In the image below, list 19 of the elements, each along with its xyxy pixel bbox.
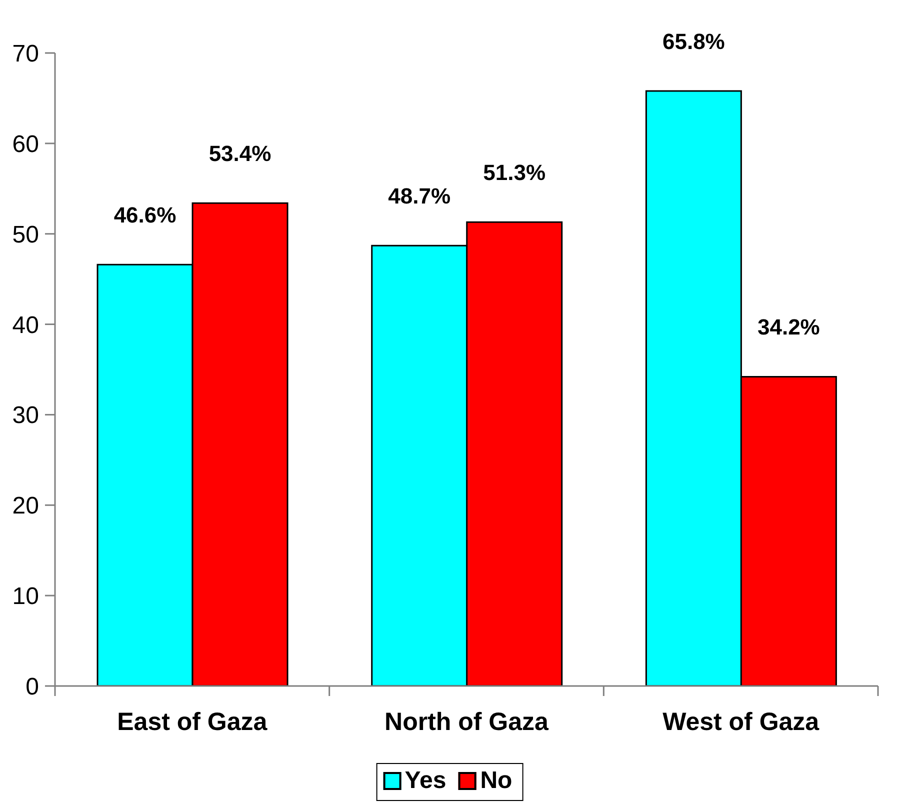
- y-tick-label: 30: [12, 402, 39, 430]
- x-tick-label: East of Gaza: [117, 708, 268, 736]
- data-label: 65.8%: [662, 28, 725, 54]
- legend-label: Yes: [404, 767, 446, 795]
- y-tick-label: 10: [12, 583, 39, 610]
- y-tick-label: 60: [12, 130, 39, 158]
- y-tick-label: 0: [26, 674, 39, 701]
- legend-label: No: [480, 767, 512, 795]
- data-label: 51.3%: [483, 160, 546, 186]
- data-label: 53.4%: [208, 141, 272, 166]
- x-tick-label: North of Gaza: [384, 708, 550, 736]
- data-label: 34.2%: [757, 314, 820, 340]
- x-tick-label: West of Gaza: [662, 708, 820, 736]
- y-tick-label: 40: [12, 312, 39, 339]
- data-label: 48.7%: [388, 184, 451, 209]
- y-tick-label: 50: [12, 221, 39, 248]
- data-label: 46.6%: [114, 202, 176, 228]
- y-tick-label: 20: [12, 492, 39, 520]
- y-tick-label: 70: [12, 40, 39, 68]
